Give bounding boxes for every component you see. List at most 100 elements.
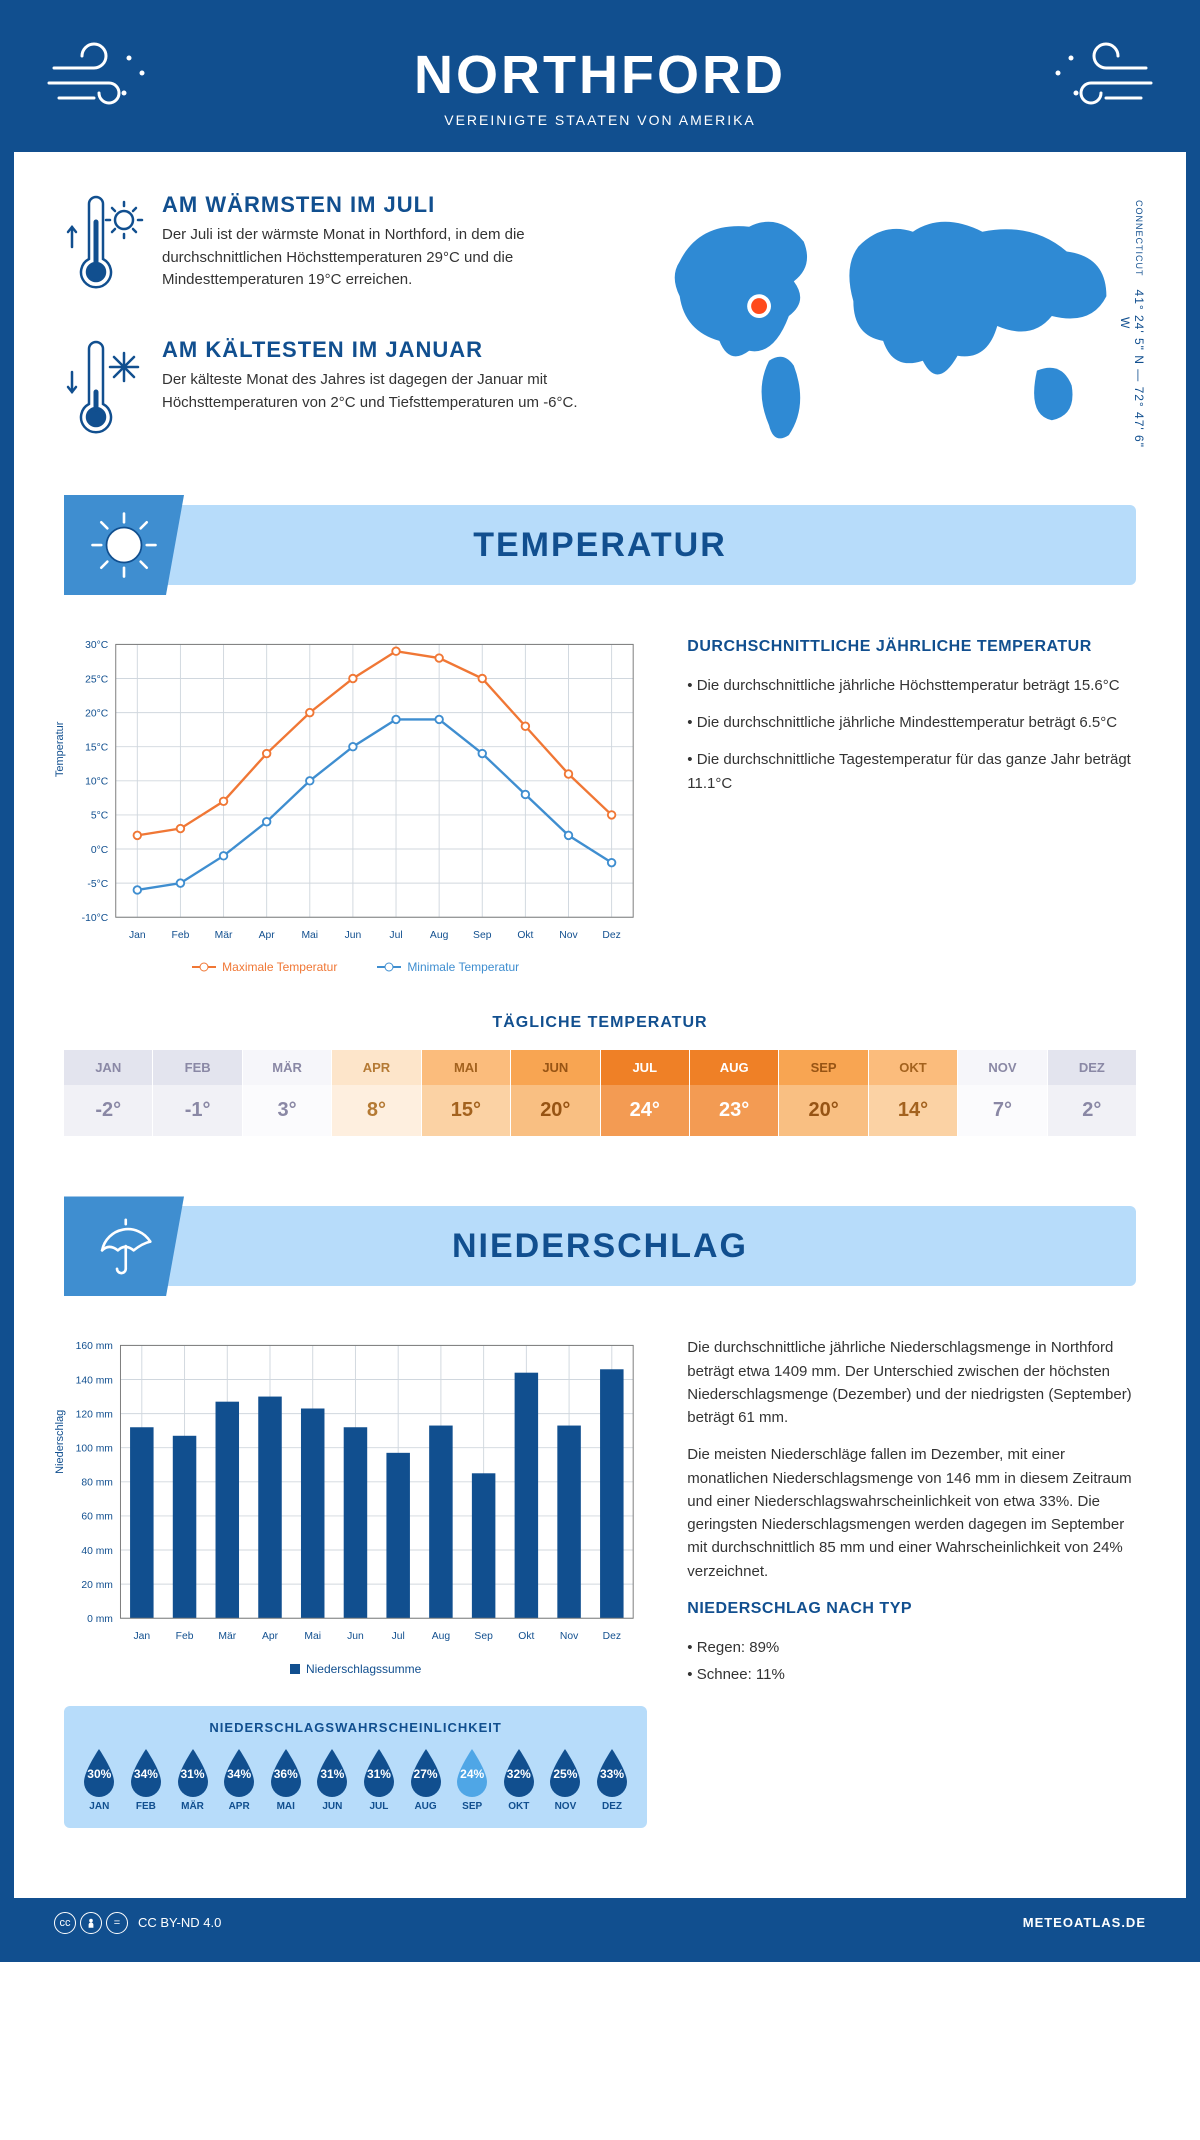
svg-text:Nov: Nov xyxy=(560,1631,579,1642)
precip-legend: Niederschlagssumme xyxy=(64,1662,647,1676)
svg-text:30°C: 30°C xyxy=(85,640,109,651)
coldest-text: Der kälteste Monat des Jahres ist dagege… xyxy=(162,369,582,414)
svg-text:Sep: Sep xyxy=(474,1631,493,1642)
temp-cell: JUL24° xyxy=(601,1050,690,1136)
svg-text:Apr: Apr xyxy=(259,930,276,941)
warmest-block: AM WÄRMSTEN IM JULI Der Juli ist der wär… xyxy=(64,192,610,307)
temp-line-chart: Temperatur -10°C-5°C0°C5°C10°C15°C20°C25… xyxy=(64,635,647,974)
svg-text:0 mm: 0 mm xyxy=(87,1614,113,1625)
temp-chart-row: Temperatur -10°C-5°C0°C5°C10°C15°C20°C25… xyxy=(64,635,1136,974)
footer: cc = CC BY-ND 4.0 METEOATLAS.DE xyxy=(14,1898,1186,1948)
by-icon xyxy=(80,1912,102,1934)
precip-section-banner: NIEDERSCHLAG xyxy=(64,1196,1136,1296)
cc-icons: cc = xyxy=(54,1912,128,1934)
svg-text:20°C: 20°C xyxy=(85,708,109,719)
info-row: AM WÄRMSTEN IM JULI Der Juli ist der wär… xyxy=(64,192,1136,455)
precip-drop: 25%NOV xyxy=(544,1745,587,1812)
svg-text:40 mm: 40 mm xyxy=(81,1546,113,1557)
nd-icon: = xyxy=(106,1912,128,1934)
precip-chart-row: Niederschlag 0 mm20 mm40 mm60 mm80 mm100… xyxy=(64,1336,1136,1827)
svg-text:Okt: Okt xyxy=(518,1631,534,1642)
temp-cell: AUG23° xyxy=(690,1050,779,1136)
temperature-section-banner: TEMPERATUR xyxy=(64,495,1136,595)
precip-title: NIEDERSCHLAG xyxy=(452,1227,748,1266)
header: NORTHFORD VEREINIGTE STAATEN VON AMERIKA xyxy=(14,14,1186,152)
svg-text:-10°C: -10°C xyxy=(82,913,109,924)
svg-text:Jan: Jan xyxy=(129,930,146,941)
svg-text:Mai: Mai xyxy=(304,1631,321,1642)
svg-text:5°C: 5°C xyxy=(91,811,109,822)
precip-drop: 34%APR xyxy=(218,1745,261,1812)
precip-drop: 30%JAN xyxy=(78,1745,121,1812)
sun-icon xyxy=(64,495,184,595)
temp-cell: APR8° xyxy=(332,1050,421,1136)
temp-cell: MÄR3° xyxy=(243,1050,332,1136)
svg-text:Mär: Mär xyxy=(218,1631,236,1642)
svg-text:20 mm: 20 mm xyxy=(81,1580,113,1591)
svg-text:15°C: 15°C xyxy=(85,742,109,753)
precip-column: Niederschlag 0 mm20 mm40 mm60 mm80 mm100… xyxy=(64,1336,647,1827)
precip-drop: 27%AUG xyxy=(404,1745,447,1812)
temp-cell: JAN-2° xyxy=(64,1050,153,1136)
precip-drop: 31%JUL xyxy=(358,1745,401,1812)
svg-text:Jul: Jul xyxy=(389,930,402,941)
svg-text:60 mm: 60 mm xyxy=(81,1512,113,1523)
coordinates: CONNECTICUT 41° 24' 5" N — 72° 47' 6" W xyxy=(1118,192,1146,455)
svg-text:Feb: Feb xyxy=(172,930,190,941)
page: NORTHFORD VEREINIGTE STAATEN VON AMERIKA xyxy=(0,0,1200,1962)
svg-text:10°C: 10°C xyxy=(85,777,109,788)
coldest-block: AM KÄLTESTEN IM JANUAR Der kälteste Mona… xyxy=(64,337,610,452)
svg-text:0°C: 0°C xyxy=(91,845,109,856)
precip-probability-box: NIEDERSCHLAGSWAHRSCHEINLICHKEIT 30%JAN34… xyxy=(64,1706,647,1828)
temp-cell: FEB-1° xyxy=(153,1050,242,1136)
warmest-title: AM WÄRMSTEN IM JULI xyxy=(162,192,582,218)
svg-text:Aug: Aug xyxy=(432,1631,451,1642)
cc-icon: cc xyxy=(54,1912,76,1934)
precip-text: Die durchschnittliche jährliche Niedersc… xyxy=(687,1336,1136,1827)
svg-text:-5°C: -5°C xyxy=(87,879,108,890)
thermometer-cold-icon xyxy=(64,337,144,452)
svg-text:80 mm: 80 mm xyxy=(81,1478,113,1489)
svg-text:Nov: Nov xyxy=(559,930,578,941)
world-map-icon xyxy=(640,192,1136,450)
info-left: AM WÄRMSTEN IM JULI Der Juli ist der wär… xyxy=(64,192,610,455)
svg-text:Jun: Jun xyxy=(347,1631,364,1642)
svg-text:Feb: Feb xyxy=(176,1631,194,1642)
svg-text:Apr: Apr xyxy=(262,1631,279,1642)
temp-cell: DEZ2° xyxy=(1048,1050,1136,1136)
warmest-text: Der Juli ist der wärmste Monat in Northf… xyxy=(162,224,582,292)
precip-drop: 32%OKT xyxy=(497,1745,540,1812)
svg-text:100 mm: 100 mm xyxy=(76,1444,113,1455)
svg-text:Sep: Sep xyxy=(473,930,492,941)
coldest-title: AM KÄLTESTEN IM JANUAR xyxy=(162,337,582,363)
umbrella-icon xyxy=(64,1196,184,1296)
svg-text:25°C: 25°C xyxy=(85,674,109,685)
svg-text:Jun: Jun xyxy=(345,930,362,941)
svg-text:Okt: Okt xyxy=(517,930,533,941)
content: AM WÄRMSTEN IM JULI Der Juli ist der wär… xyxy=(14,152,1186,1898)
temp-cell: NOV7° xyxy=(958,1050,1047,1136)
temp-cell: SEP20° xyxy=(779,1050,868,1136)
svg-text:Mär: Mär xyxy=(215,930,233,941)
country-subtitle: VEREINIGTE STAATEN VON AMERIKA xyxy=(34,112,1166,128)
precip-drop: 24%SEP xyxy=(451,1745,494,1812)
svg-text:Dez: Dez xyxy=(603,1631,621,1642)
map-box: CONNECTICUT 41° 24' 5" N — 72° 47' 6" W xyxy=(640,192,1136,455)
svg-text:Dez: Dez xyxy=(602,930,620,941)
city-title: NORTHFORD xyxy=(34,44,1166,106)
temp-cell: OKT14° xyxy=(869,1050,958,1136)
temp-cell: MAI15° xyxy=(422,1050,511,1136)
svg-text:Aug: Aug xyxy=(430,930,449,941)
svg-text:Mai: Mai xyxy=(301,930,318,941)
svg-text:160 mm: 160 mm xyxy=(76,1342,113,1353)
svg-text:120 mm: 120 mm xyxy=(76,1410,113,1421)
temperature-title: TEMPERATUR xyxy=(473,526,727,565)
svg-text:Jan: Jan xyxy=(133,1631,150,1642)
license: cc = CC BY-ND 4.0 xyxy=(54,1912,221,1934)
wind-icon xyxy=(44,38,154,118)
precip-drop: 34%FEB xyxy=(125,1745,168,1812)
svg-text:140 mm: 140 mm xyxy=(76,1376,113,1387)
temp-cell: JUN20° xyxy=(511,1050,600,1136)
precip-drop: 36%MAI xyxy=(264,1745,307,1812)
precip-drop: 31%MÄR xyxy=(171,1745,214,1812)
